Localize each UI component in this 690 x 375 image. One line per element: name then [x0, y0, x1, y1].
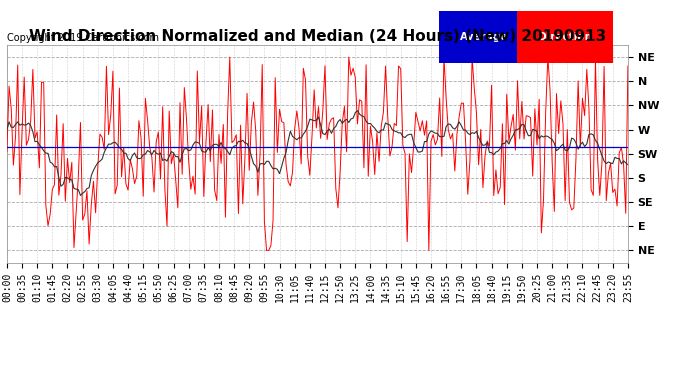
Text: Average: Average — [460, 32, 509, 42]
Text: Direction: Direction — [538, 32, 592, 42]
Title: Wind Direction Normalized and Median (24 Hours) (New) 20190913: Wind Direction Normalized and Median (24… — [29, 29, 606, 44]
Text: Copyright 2019 Cartronics.com: Copyright 2019 Cartronics.com — [7, 33, 159, 43]
